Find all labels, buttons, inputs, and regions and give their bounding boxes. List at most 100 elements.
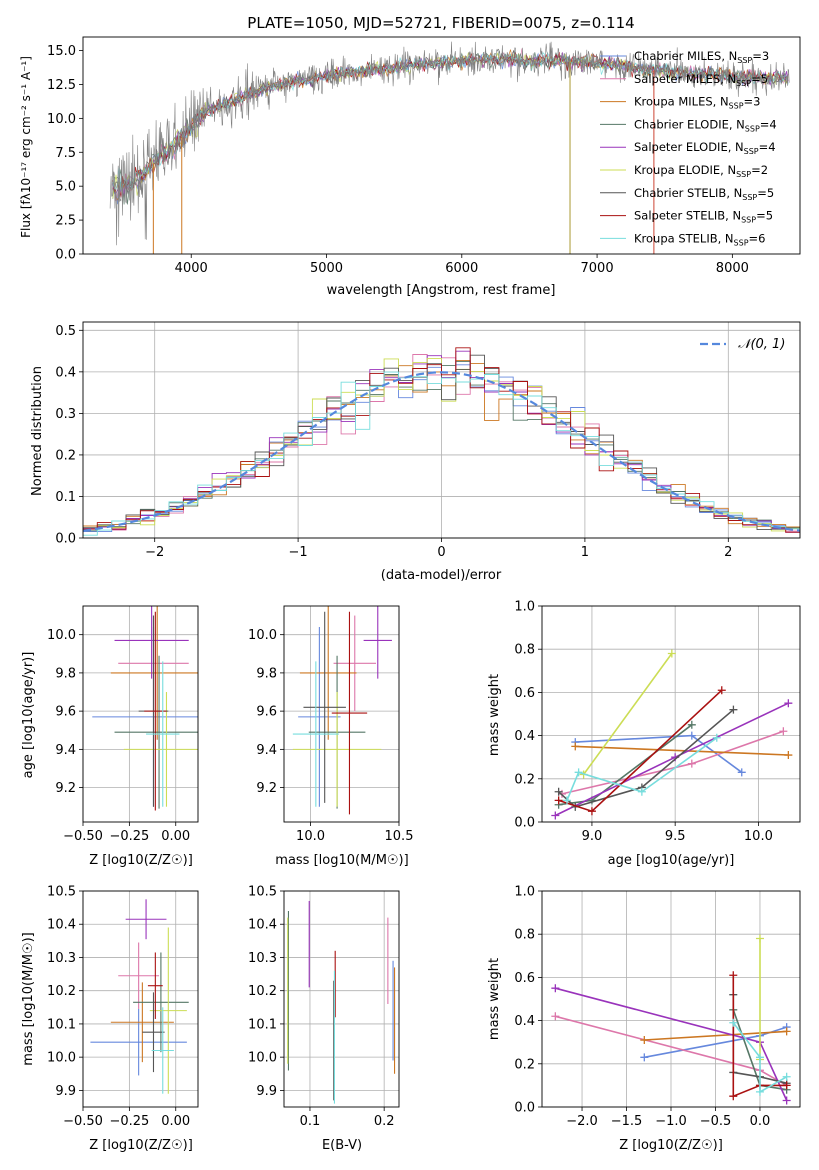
age-vs-mass-point-kroupa-stelib (292, 661, 339, 807)
residuals-normal-curve (83, 371, 800, 532)
weight-vs-age-axes: 9.0 9.5 10.0 0.0 0.2 0.4 0.6 0.8 1.0 (514, 600, 800, 844)
weight-vs-age-lines (551, 649, 793, 820)
mass-vs-Z-point-chabrier-elodie (133, 952, 189, 1053)
age-vs-mass-point-salpeter-stelib (331, 611, 368, 815)
weight-vs-age-line-kroupa-elodie (582, 653, 673, 775)
weight-vs-Z-line-kroupa-stelib (732, 1022, 788, 1094)
weight-vs-Z-marker-kroupa-stelib (729, 1018, 738, 1027)
residuals-xtick-label: 0 (437, 545, 445, 560)
age-vs-Z-ytick-label: 9.6 (55, 705, 76, 720)
age-vs-mass-point-chabrier-stelib (303, 611, 346, 803)
spectrum-xlabel: wavelength [Angstrom, rest frame] (327, 283, 556, 298)
mass-vs-Z-xtick-label: −0.50 (63, 1114, 103, 1129)
age-vs-mass-ytick-label: 9.4 (256, 743, 277, 758)
age-vs-Z-point-kroupa-elodie (123, 692, 198, 807)
age-vs-Z-xtick-label: 0.00 (161, 829, 190, 844)
weight-vs-age-ytick-label: 0.8 (514, 643, 535, 658)
weight-vs-Z-marker-salpeter-stelib (729, 1092, 738, 1101)
weight-vs-age-xtick-label: 9.5 (665, 829, 686, 844)
mass-vs-Z-ytick-label: 10.2 (47, 984, 76, 999)
age-vs-mass-xtick-label: 10.0 (296, 829, 325, 844)
age-vs-mass-frame (283, 605, 400, 823)
spectrum-ytick-label: 2.5 (55, 214, 76, 229)
weight-vs-Z-marker-kroupa-stelib (755, 1087, 764, 1096)
weight-vs-age-line-salpeter-elodie (554, 702, 789, 817)
weight-vs-Z-xtick-label: −1.0 (655, 1114, 687, 1129)
mass-vs-EBV-ytick-label: 10.2 (248, 984, 277, 999)
age-vs-Z-ytick-label: 10.0 (47, 628, 76, 643)
weight-vs-age-ytick-label: 0.6 (514, 686, 535, 701)
weight-vs-age-marker-salpeter-stelib (717, 686, 726, 695)
age-vs-Z-xtick-label: −0.50 (63, 829, 103, 844)
weight-vs-age-marker-salpeter-stelib (554, 796, 563, 805)
weight-vs-Z-marker-kroupa-miles (782, 1027, 791, 1036)
weight-vs-Z-lines (551, 934, 791, 1105)
mass-vs-Z-point-kroupa-stelib (151, 1007, 174, 1094)
weight-vs-age-ytick-label: 0.0 (514, 816, 535, 831)
residuals-xlabel: (data-model)/error (381, 568, 502, 583)
weight-vs-Z-marker-salpeter-elodie (551, 984, 560, 993)
weight-vs-age-line-kroupa-miles (575, 745, 789, 756)
weight-vs-Z-marker-chabrier-miles (640, 1053, 649, 1062)
spectrum-legend: Chabrier MILES, NSSP=3 Salpeter MILES, NS… (600, 49, 777, 247)
spectrum-legend-label-chabrier-stelib: Chabrier STELIB, NSSP=5 (634, 186, 774, 202)
weight-vs-Z-marker-salpeter-miles (551, 1012, 560, 1021)
age-vs-mass-ytick-label: 9.8 (256, 666, 277, 681)
mass-vs-Z-point-salpeter-stelib (147, 952, 163, 1019)
mass-vs-Z-ytick-label: 10.4 (47, 918, 76, 933)
weight-vs-Z-axes: −2.0 −1.5 −1.0 −0.5 0.0 0.0 0.2 0.4 0.6 0.8 1.0 (514, 885, 800, 1129)
age-vs-Z-ylabel: age [log10(age/yr)] (21, 652, 36, 779)
spectrum-ytick-label: 10.0 (47, 112, 76, 127)
residuals-hist-kroupa-stelib (83, 371, 800, 536)
mass-vs-Z-ytick-label: 10.5 (47, 885, 76, 900)
mass-vs-EBV-ytick-label: 9.9 (256, 1084, 277, 1099)
spectrum-legend-label-chabrier-miles: Chabrier MILES, NSSP=3 (634, 49, 769, 65)
age-vs-mass-axes: 10.0 10.5 9.2 9.4 9.6 9.8 10.0 (248, 606, 413, 844)
mass-vs-Z-point-chabrier-stelib (142, 992, 165, 1073)
mass-vs-Z-ytick-label: 10.3 (47, 951, 76, 966)
weight-vs-Z-xtick-label: 0.0 (750, 1114, 771, 1129)
weight-vs-Z-ylabel: mass weight (487, 958, 502, 1040)
spectrum-ytick-label: 15.0 (47, 44, 76, 59)
age-vs-Z-point-kroupa-miles (110, 606, 198, 740)
spectrum-legend-label-salpeter-miles: Salpeter MILES, NSSP=5 (634, 72, 768, 88)
mass-vs-EBV-ytick-label: 10.4 (248, 918, 277, 933)
mass-vs-Z-point-chabrier-miles (90, 1008, 187, 1076)
age-vs-mass-ytick-label: 9.2 (256, 781, 277, 796)
mass-vs-Z-xlabel: Z [log10(Z/Z☉)] (89, 1138, 193, 1153)
spectrum-ytick-label: 0.0 (55, 248, 76, 263)
weight-vs-age-marker-kroupa-stelib (637, 787, 646, 796)
weight-vs-Z-ytick-label: 1.0 (514, 885, 535, 900)
weight-vs-age-ytick-label: 0.2 (514, 772, 535, 787)
residuals-ylabel: Normed distribution (30, 366, 45, 496)
weight-vs-age-marker-chabrier-miles (737, 768, 746, 777)
residuals-legend-label: 𝒩(0, 1) (738, 337, 785, 352)
spectrum-legend-label-salpeter-elodie: Salpeter ELODIE, NSSP=4 (634, 140, 776, 156)
spectrum-legend-label-salpeter-stelib: Salpeter STELIB, NSSP=5 (634, 209, 773, 225)
mass-vs-Z-ytick-label: 9.9 (55, 1084, 76, 1099)
weight-vs-age-marker-salpeter-miles (779, 727, 788, 736)
weight-vs-Z-line-kroupa-miles (644, 1030, 787, 1041)
weight-vs-age-marker-kroupa-stelib (712, 733, 721, 742)
residuals-ytick-label: 0.4 (55, 365, 76, 380)
weight-vs-age-marker-kroupa-elodie (667, 649, 676, 658)
mass-vs-Z-point-salpeter-miles (118, 942, 160, 1009)
mass-vs-EBV-ytick-label: 10.0 (248, 1051, 277, 1066)
age-vs-Z-xtick-label: −0.25 (109, 829, 149, 844)
age-vs-mass-point-salpeter-elodie (363, 606, 392, 679)
mass-vs-EBV-xtick-label: 0.2 (374, 1114, 395, 1129)
weight-vs-Z-ytick-label: 0.8 (514, 928, 535, 943)
weight-vs-Z-ytick-label: 0.6 (514, 971, 535, 986)
spectrum-ytick-label: 7.5 (55, 146, 76, 161)
weight-vs-age-xtick-label: 10.0 (744, 829, 773, 844)
mass-vs-Z-point-kroupa-miles (110, 982, 174, 1063)
mass-vs-EBV-xtick-label: 0.1 (300, 1114, 321, 1129)
weight-vs-Z-marker-kroupa-elodie (755, 934, 764, 943)
weight-vs-Z-marker-kroupa-stelib (755, 1053, 764, 1062)
age-vs-Z-point-salpeter-elodie (114, 606, 189, 679)
age-vs-mass-point-kroupa-miles (299, 606, 357, 740)
spectrum-xtick-label: 8000 (716, 261, 749, 276)
spectrum-xtick-label: 5000 (310, 261, 343, 276)
residuals-ytick-label: 0.2 (55, 448, 76, 463)
age-vs-Z-xlabel: Z [log10(Z/Z☉)] (89, 853, 193, 868)
